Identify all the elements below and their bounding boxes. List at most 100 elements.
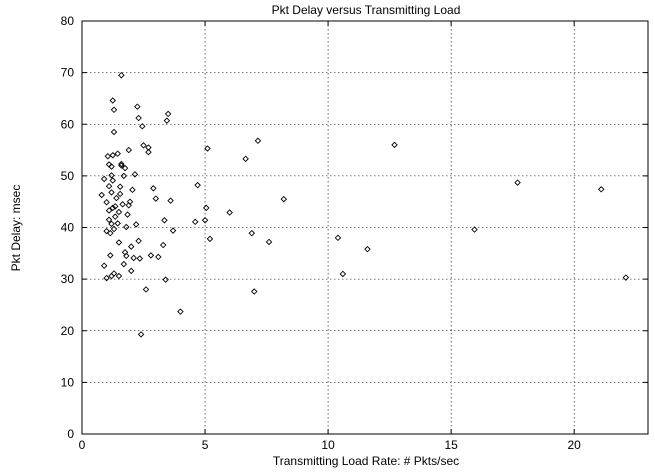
data-point-diamond — [116, 183, 124, 190]
data-point-diamond — [131, 171, 139, 178]
data-point-diamond — [203, 204, 210, 212]
data-point-diamond — [110, 225, 118, 233]
data-point-diamond — [120, 172, 128, 180]
data-point-diamond — [109, 151, 116, 159]
data-point-diamond — [163, 117, 171, 124]
x-tick-label: 5 — [202, 438, 209, 452]
data-point-diamond — [119, 201, 126, 208]
data-point-diamond — [254, 137, 262, 145]
data-point-diamond — [194, 181, 201, 189]
x-tick-label: 20 — [567, 438, 581, 452]
y-tick-label: 50 — [61, 169, 75, 183]
y-tick-label: 20 — [61, 324, 75, 338]
data-point-diamond — [100, 262, 108, 269]
data-point-diamond — [136, 255, 144, 262]
data-point-diamond — [339, 270, 347, 278]
data-point-diamond — [111, 213, 119, 220]
data-point-diamond — [98, 191, 105, 199]
x-tick-label: 10 — [321, 438, 335, 452]
data-point-diamond — [108, 220, 115, 228]
y-tick-label: 40 — [61, 221, 75, 235]
data-point-diamond — [100, 175, 108, 183]
x-axis-title: Transmitting Load Rate: # Pkts/sec — [273, 454, 459, 468]
data-point-diamond — [104, 153, 112, 160]
data-point-diamond — [125, 146, 132, 154]
data-point-diamond — [109, 204, 116, 212]
data-point-diamond — [169, 227, 177, 234]
axis-ticks: 0 5 10 15 20 0 10 20 30 40 50 60 70 80 — [61, 14, 648, 452]
data-point-diamond — [121, 164, 129, 172]
data-point-diamond — [147, 252, 155, 259]
data-point-diamond — [103, 198, 110, 206]
data-point-diamond — [364, 245, 371, 253]
data-point-diamond — [120, 260, 128, 268]
data-point-diamond — [110, 270, 118, 277]
data-point-diamond — [113, 194, 120, 202]
data-point-diamond — [105, 182, 113, 190]
data-point-diamond — [110, 106, 118, 114]
data-point-diamond — [251, 288, 258, 295]
y-tick-label: 30 — [61, 272, 75, 286]
data-point-diamond — [115, 208, 123, 216]
y-tick-label: 80 — [61, 14, 75, 28]
data-point-diamond — [135, 237, 142, 245]
data-point-diamond — [115, 272, 123, 280]
data-point-diamond — [226, 209, 233, 216]
data-point-diamond — [116, 190, 124, 198]
data-point-diamond — [206, 235, 214, 243]
x-tick-label: 0 — [79, 438, 86, 452]
y-tick-label: 0 — [67, 427, 74, 441]
data-point-diamond — [162, 276, 169, 283]
data-point-diamond — [130, 254, 137, 262]
data-point-diamond — [114, 220, 121, 227]
data-point-diamond — [109, 97, 116, 104]
data-point-diamond — [177, 308, 184, 315]
data-point-diamond — [145, 144, 152, 151]
data-points — [98, 71, 630, 338]
grid-lines — [82, 21, 648, 434]
data-point-diamond — [471, 226, 478, 233]
data-point-diamond — [114, 150, 121, 157]
data-point-diamond — [108, 163, 115, 170]
data-point-diamond — [204, 145, 211, 152]
data-point-diamond — [140, 142, 147, 149]
data-point-diamond — [201, 217, 209, 224]
data-point-diamond — [109, 177, 116, 184]
data-point-diamond — [107, 252, 114, 259]
data-point-diamond — [155, 253, 162, 261]
data-point-diamond — [191, 218, 199, 226]
data-point-diamond — [137, 331, 145, 338]
data-point-diamond — [135, 114, 142, 122]
data-point-diamond — [514, 179, 521, 186]
data-point-diamond — [139, 123, 146, 130]
x-tick-label: 15 — [444, 438, 458, 452]
data-point-diamond — [164, 110, 172, 118]
data-point-diamond — [110, 128, 118, 136]
data-point-diamond — [167, 197, 174, 204]
data-point-diamond — [145, 148, 152, 156]
data-point-diamond — [111, 203, 119, 210]
data-point-diamond — [118, 71, 125, 79]
data-point-diamond — [107, 229, 114, 237]
data-point-diamond — [152, 195, 160, 202]
data-point-diamond — [118, 162, 125, 169]
y-tick-label: 70 — [61, 66, 75, 80]
data-point-diamond — [123, 223, 130, 231]
data-point-diamond — [134, 103, 141, 110]
data-point-diamond — [129, 186, 136, 194]
data-point-diamond — [103, 274, 110, 282]
data-point-diamond — [265, 238, 273, 246]
data-point-diamond — [127, 267, 135, 275]
chart-title: Pkt Delay versus Transmitting Load — [272, 3, 461, 17]
data-point-diamond — [124, 211, 131, 218]
data-point-diamond — [150, 185, 157, 192]
data-point-diamond — [598, 186, 605, 193]
data-point-diamond — [622, 274, 630, 281]
data-point-diamond — [105, 207, 113, 214]
data-point-diamond — [280, 195, 288, 203]
data-point-diamond — [105, 216, 113, 223]
data-point-diamond — [248, 229, 256, 237]
y-axis-title: Pkt Delay: msec — [9, 185, 23, 272]
data-point-diamond — [161, 217, 168, 224]
